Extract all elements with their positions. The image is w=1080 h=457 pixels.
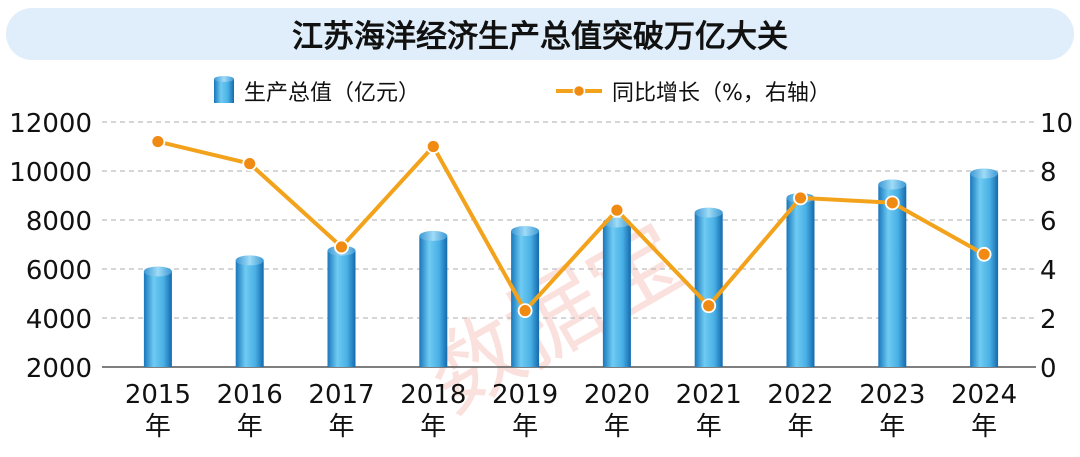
bar [419,230,448,367]
y-left-tick-label: 12000 [9,109,92,139]
growth-point [701,298,717,314]
x-tick-label: 2018 年 [400,380,466,442]
x-tick-label: 2016 年 [217,380,283,442]
y-left-tick-label: 4000 [26,305,92,335]
y-left-tick-label: 8000 [26,207,92,237]
growth-point [150,134,166,150]
y-right-tick-label: 4 [1040,256,1057,286]
title-banner [6,8,1074,60]
y-right-tick-label: 10 [1040,109,1073,139]
bar [786,192,815,367]
growth-point [242,156,258,172]
growth-point [793,190,808,206]
growth-line [157,139,986,313]
growth-point [334,239,349,255]
legend-line-swatch [556,84,602,98]
left-axis: 2000 4000 6000 8000 10000 12000 [9,109,92,384]
bar [878,179,907,367]
bar [602,217,631,367]
bar [694,207,723,367]
x-tick-label: 2024 年 [951,380,1017,442]
x-tick-label: 2019 年 [492,380,558,442]
x-tick-label: 2021 年 [676,380,742,442]
x-tick-label: 2017 年 [308,380,374,442]
legend-bar-swatch [214,76,234,103]
growth-point [609,202,625,218]
x-tick-label: 2015 年 [125,380,191,442]
growth-point [884,195,900,211]
bar [970,168,999,367]
x-tick-label: 2022 年 [767,380,833,442]
chart-title: 江苏海洋经济生产总值突破万亿大关 [292,19,788,55]
legend-label-gdp: 生产总值（亿元） [244,81,420,106]
y-left-tick-label: 6000 [26,256,92,286]
y-left-tick-label: 2000 [26,354,92,384]
x-axis: 2015 年 2016 年 2017 年 2018 年 2019 年 2020 年 2021 年 2022 年… [125,380,1017,442]
legend-label-growth: 同比增长（%，右轴） [612,81,831,106]
bar [235,255,264,367]
growth-point [976,246,992,262]
line-series [150,134,992,319]
y-right-tick-label: 6 [1040,207,1057,237]
y-left-tick-label: 10000 [9,158,92,188]
bar [143,266,172,367]
x-tick-label: 2023 年 [859,380,925,442]
y-right-tick-label: 8 [1040,158,1057,188]
growth-point [517,303,533,319]
right-axis: 0 2 4 6 8 10 [1040,109,1073,384]
x-tick-label: 2020 年 [584,380,650,442]
y-right-tick-label: 0 [1040,354,1057,384]
legend: 生产总值（亿元） 同比增长（%，右轴） [214,76,831,106]
growth-point [425,139,441,154]
y-right-tick-label: 2 [1040,305,1057,335]
bar [327,245,356,367]
